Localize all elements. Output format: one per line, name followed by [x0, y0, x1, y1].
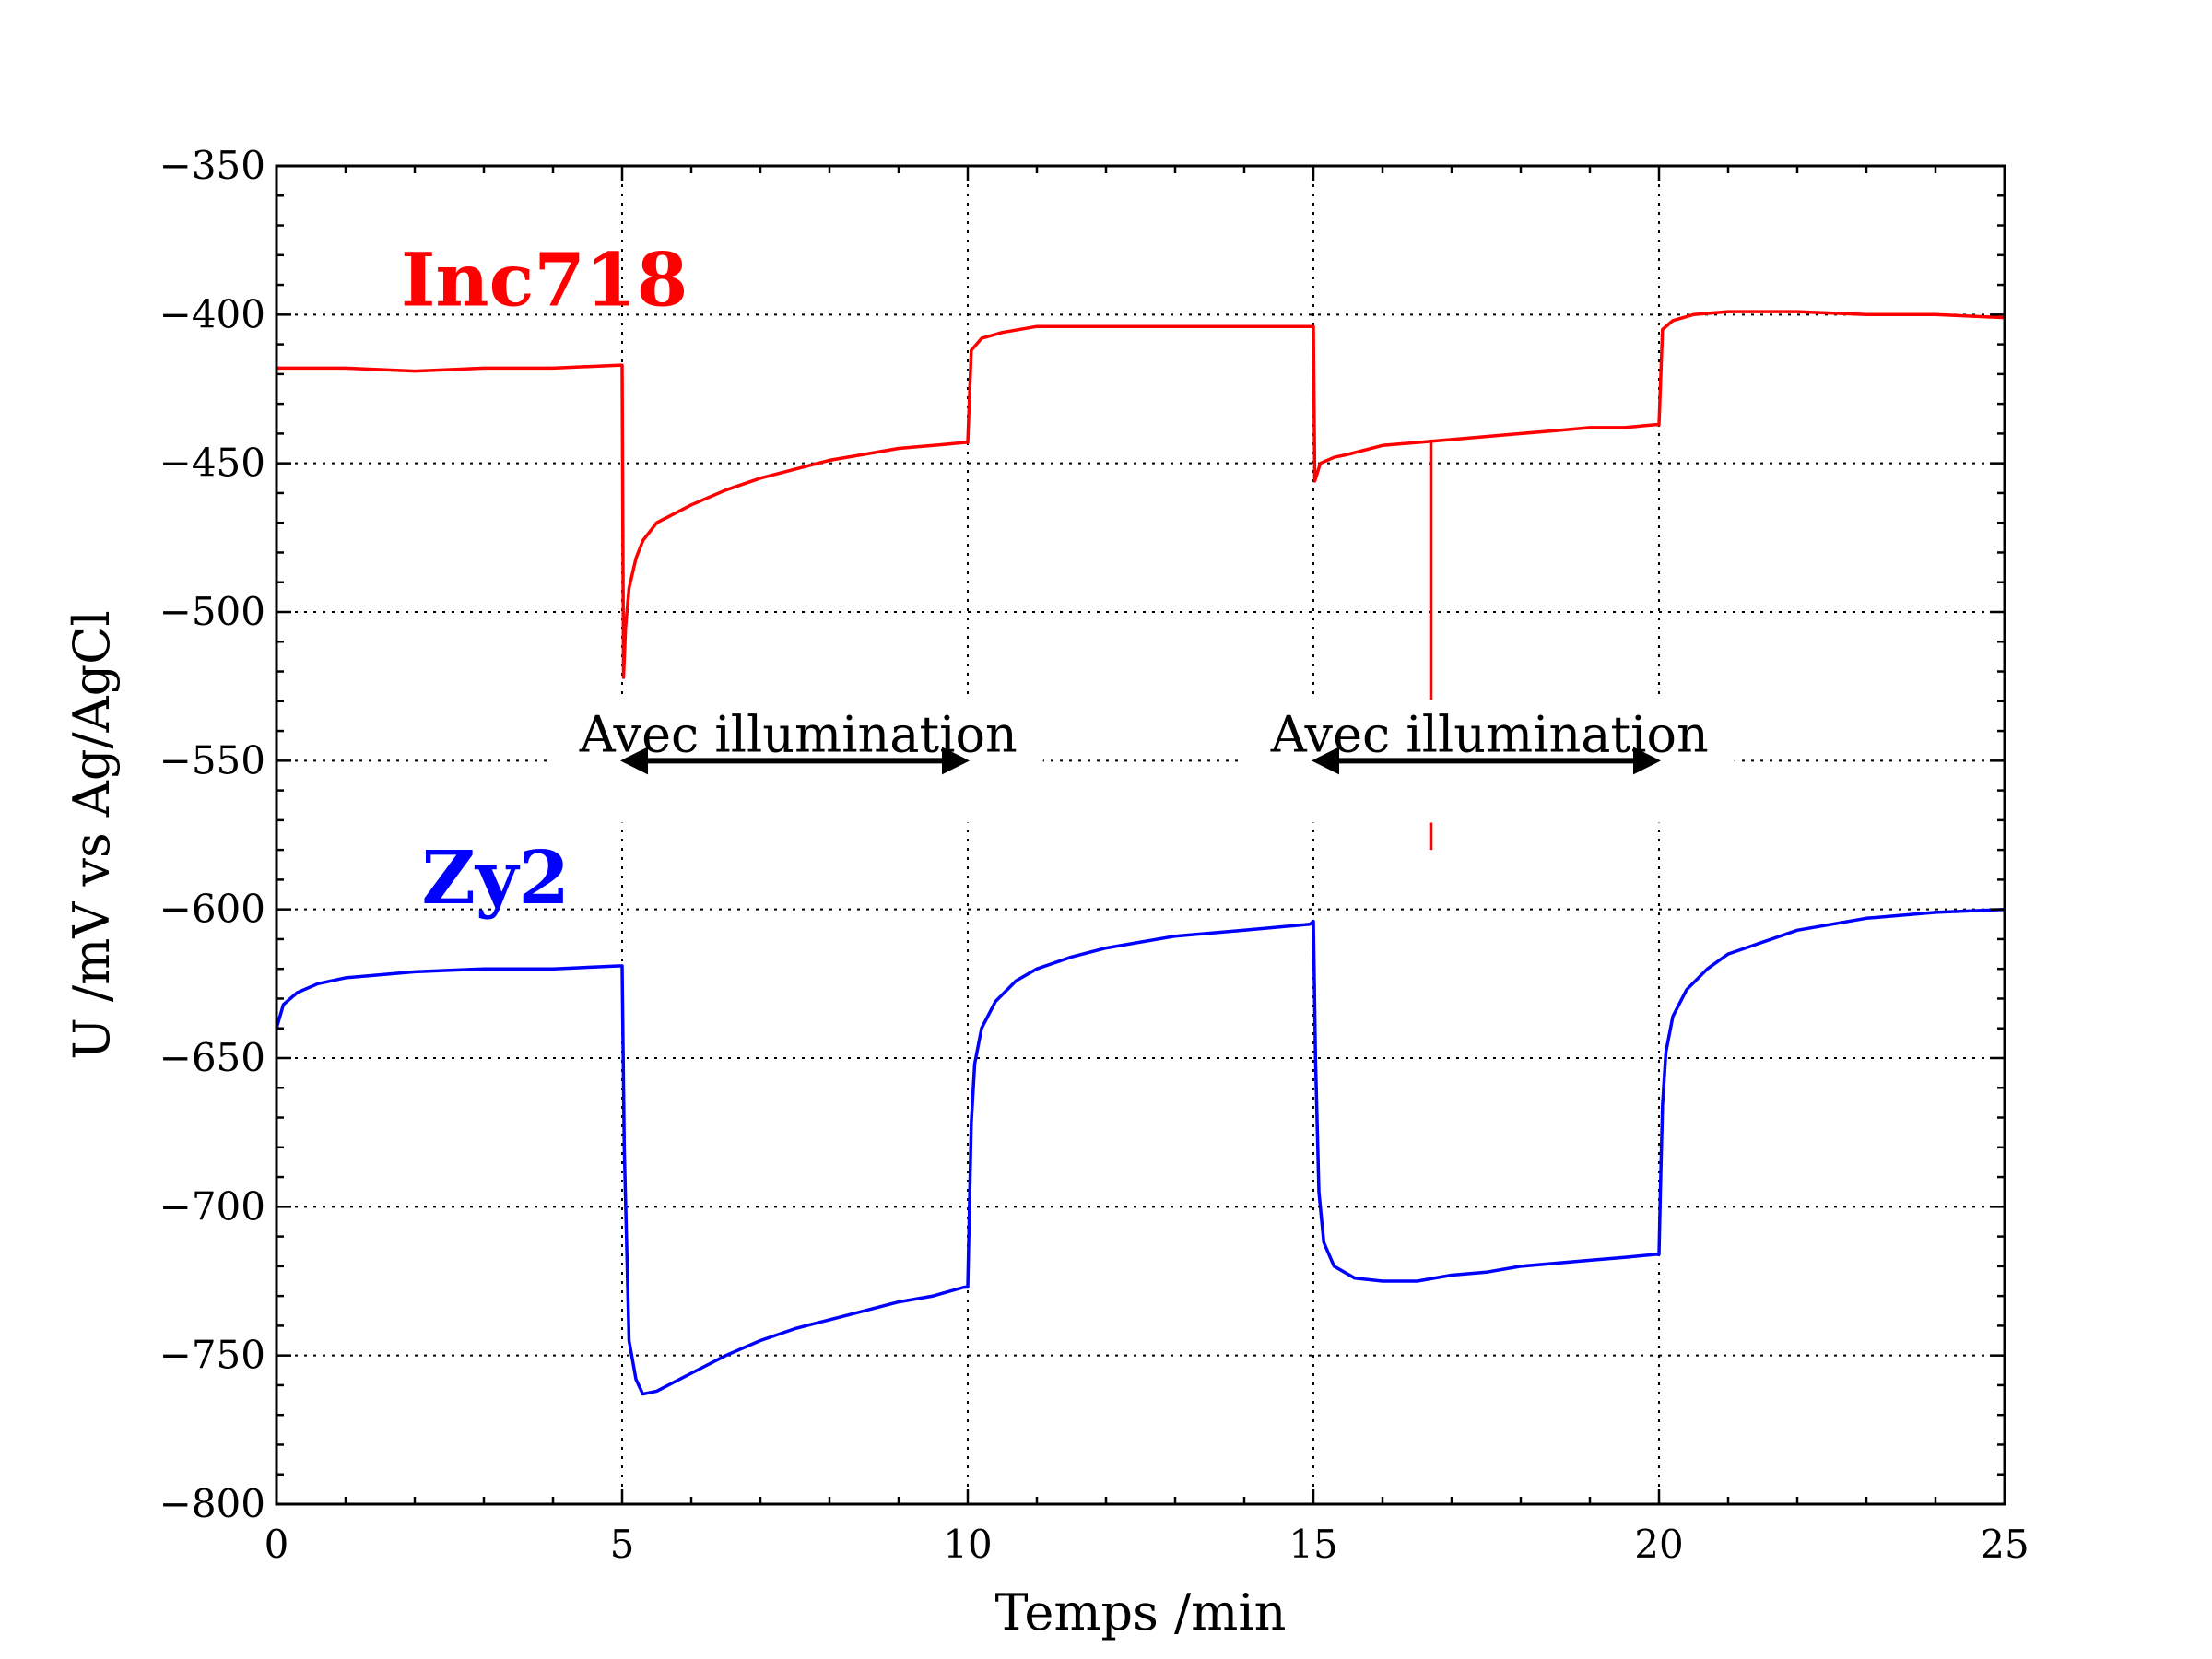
x-axis-title: Temps /min	[995, 1583, 1287, 1641]
y-tick-label: −550	[159, 737, 265, 782]
series-label-zy2: Zy2	[422, 834, 571, 921]
tick-labels: 0 5 10 15 20 25 −350 −400 −450 −500 −550 −600 −650 −7…	[159, 143, 2030, 1567]
x-tick-label: 20	[1634, 1522, 1683, 1567]
y-tick-label: −500	[159, 589, 265, 634]
series-label-inc718: Inc718	[401, 237, 688, 324]
x-tick-label: 25	[1980, 1522, 2029, 1567]
y-tick-label: −400	[159, 291, 265, 336]
x-tick-label: 10	[943, 1522, 992, 1567]
y-tick-label: −700	[159, 1183, 265, 1229]
axis-ticks	[275, 164, 2006, 1506]
x-tick-label: 5	[610, 1522, 635, 1567]
x-tick-label: 0	[265, 1522, 289, 1567]
y-tick-label: −650	[159, 1035, 265, 1080]
y-tick-label: −350	[159, 143, 265, 188]
annotations: Avec illumination Avec illumination	[552, 700, 1735, 823]
y-tick-label: −750	[159, 1333, 265, 1378]
series-line-inc718	[276, 310, 2006, 679]
y-tick-label: −800	[159, 1481, 265, 1526]
y-tick-label: −600	[159, 887, 265, 932]
annotation-text: Avec illumination	[1270, 706, 1709, 764]
plot-frame	[275, 164, 2006, 1506]
annotation-text: Avec illumination	[579, 706, 1018, 764]
series-labels: Inc718 Zy2	[401, 237, 688, 922]
y-axis-title: U /mV vs Ag/AgCl	[63, 610, 121, 1060]
x-tick-label: 15	[1288, 1522, 1337, 1567]
y-tick-label: −450	[159, 441, 265, 486]
series-line-zy2	[275, 907, 2006, 1396]
